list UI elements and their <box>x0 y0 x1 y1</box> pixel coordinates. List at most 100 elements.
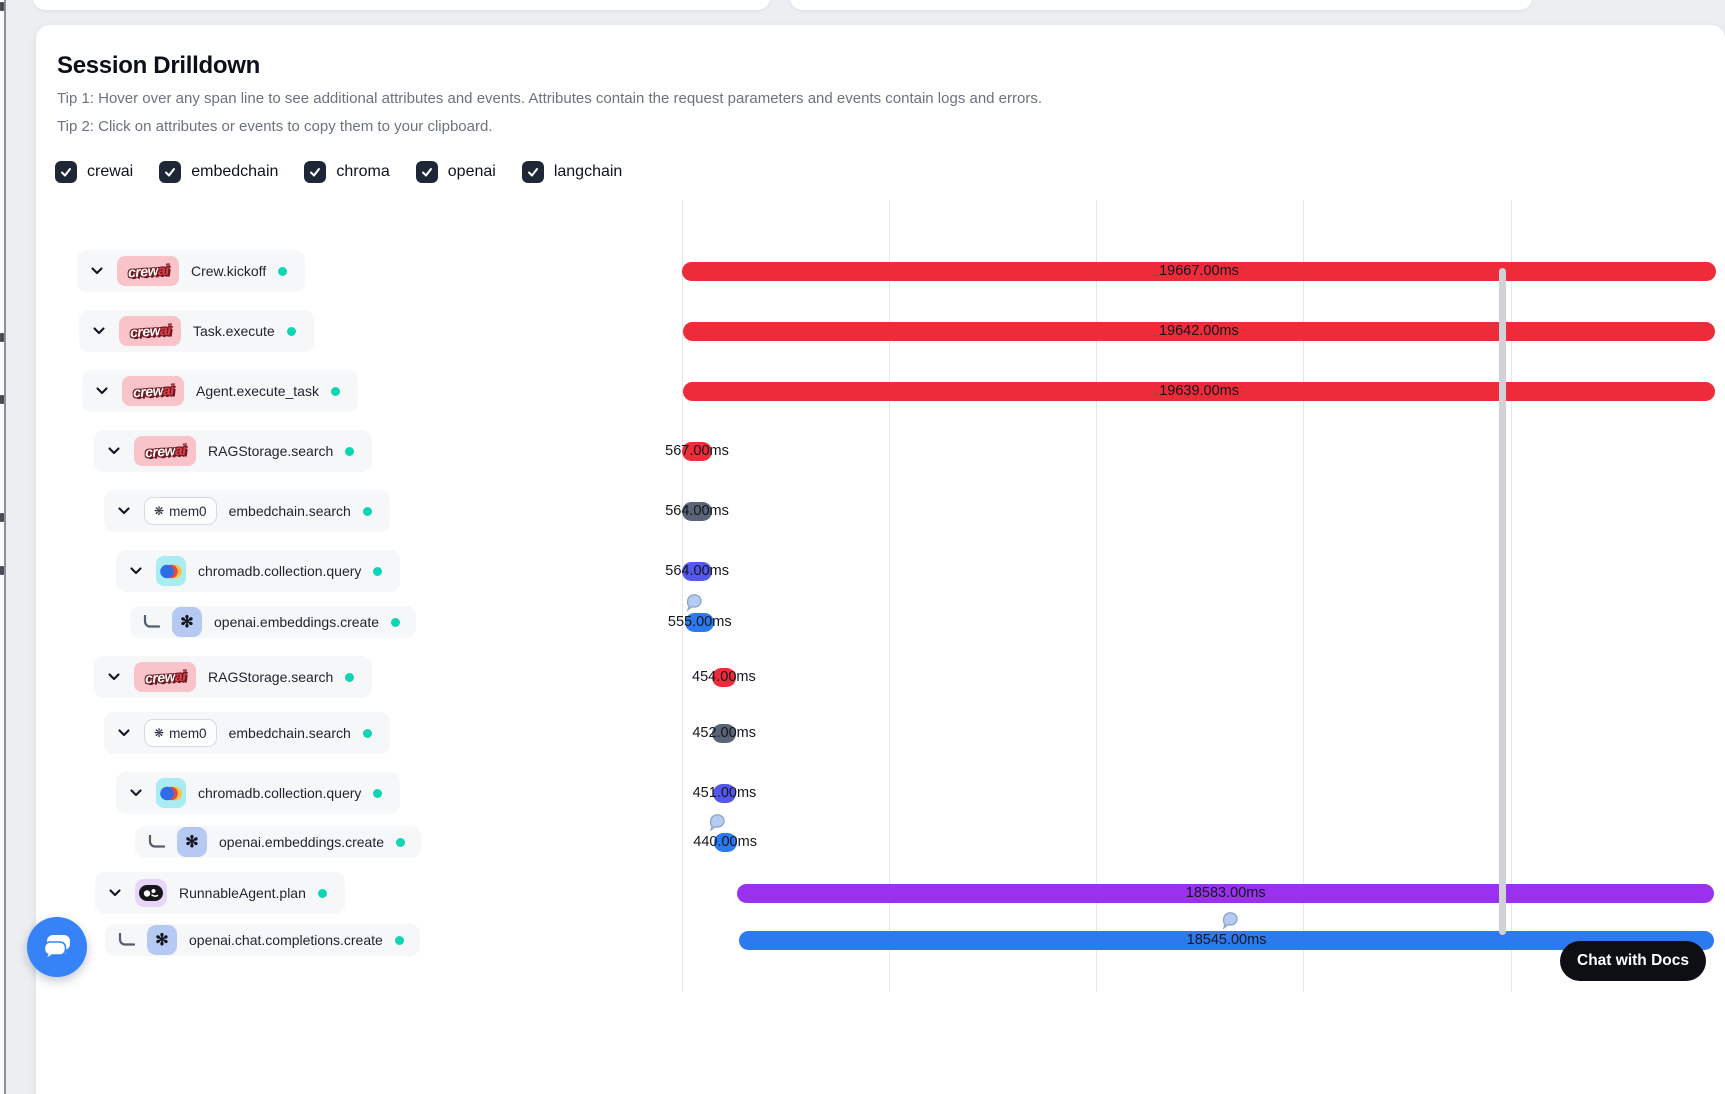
tree-elbow-icon <box>145 834 165 850</box>
span-row-RAGStorage.search[interactable]: crewai RAGStorage.search <box>94 656 373 698</box>
chroma-logo-icon <box>156 556 186 586</box>
crewai-logo-icon: crewai <box>122 376 184 406</box>
span-row-embedchain.search[interactable]: ❋ mem0 embedchain.search <box>104 490 390 532</box>
mem0-logo-icon: ❋ mem0 <box>144 719 217 747</box>
span-name-label: RAGStorage.search <box>208 443 334 459</box>
event-bubble-icon[interactable] <box>684 593 704 617</box>
filter-label[interactable]: embedchain <box>191 163 279 180</box>
tip-1-text: Tip 1: Hover over any span line to see a… <box>57 90 1043 107</box>
checkbox-langchain[interactable] <box>521 161 544 183</box>
span-row-Task.execute[interactable]: crewai Task.execute <box>79 310 314 352</box>
trace-waterfall-chart: crewai Crew.kickoff 19667.00ms crewai Task.e… <box>36 25 1725 1094</box>
span-duration-bar[interactable] <box>711 667 736 687</box>
span-duration-bar[interactable] <box>712 783 737 803</box>
top-card-right <box>790 0 1532 10</box>
status-dot <box>396 837 406 847</box>
span-row-openai.chat.completions.create[interactable]: ✻ openai.chat.completions.create <box>105 924 420 956</box>
filter-item-embedchain[interactable]: embedchain <box>159 161 278 183</box>
span-duration-label: 18545.00ms <box>1186 932 1267 948</box>
span-duration-bar[interactable] <box>712 723 737 743</box>
openai-logo-icon: ✻ <box>177 827 207 857</box>
span-row-chromadb.collection.query[interactable]: chromadb.collection.query <box>116 772 401 814</box>
span-name-label: Crew.kickoff <box>191 263 267 279</box>
checkbox-chroma[interactable] <box>304 161 327 183</box>
span-row-openai.embeddings.create[interactable]: ✻ openai.embeddings.create <box>130 606 417 638</box>
langchain-logo-icon <box>135 879 167 907</box>
chevron-down-icon[interactable] <box>107 885 123 901</box>
span-row-embedchain.search[interactable]: ❋ mem0 embedchain.search <box>104 712 390 754</box>
span-duration-bar[interactable] <box>685 612 715 632</box>
checkbox-crewai[interactable] <box>55 161 77 183</box>
chevron-down-icon[interactable] <box>91 323 107 339</box>
status-dot <box>394 935 404 945</box>
span-duration-label: 555.00ms <box>667 614 732 630</box>
chart-gridline <box>682 200 683 992</box>
left-edge-fragment <box>0 333 4 342</box>
span-row-openai.embeddings.create[interactable]: ✻ openai.embeddings.create <box>135 826 422 858</box>
checkbox-openai[interactable] <box>415 161 438 183</box>
status-dot <box>373 566 383 576</box>
span-row-chromadb.collection.query[interactable]: chromadb.collection.query <box>116 550 401 592</box>
span-name-label: chromadb.collection.query <box>198 563 362 579</box>
crewai-logo-icon: crewai <box>117 256 179 286</box>
span-name-label: Agent.execute_task <box>196 383 319 399</box>
top-card-left <box>33 0 770 10</box>
span-duration-bar[interactable] <box>739 930 1715 950</box>
chevron-down-icon[interactable] <box>94 383 110 399</box>
filter-label[interactable]: chroma <box>336 163 390 180</box>
span-duration-bar[interactable] <box>682 321 1716 341</box>
chevron-down-icon[interactable] <box>106 669 122 685</box>
span-row-Agent.execute_task[interactable]: crewai Agent.execute_task <box>82 370 358 412</box>
checkmark-icon <box>421 168 432 177</box>
span-name-label: RunnableAgent.plan <box>179 885 306 901</box>
span-name-label: Task.execute <box>193 323 275 339</box>
span-duration-bar[interactable] <box>682 561 712 581</box>
span-name-label: openai.embeddings.create <box>219 834 385 850</box>
chart-gridline <box>1096 200 1097 992</box>
span-row-RunnableAgent.plan[interactable]: RunnableAgent.plan <box>95 872 345 914</box>
crewai-logo-icon: crewai <box>119 316 181 346</box>
filter-item-langchain[interactable]: langchain <box>521 161 623 183</box>
openai-logo-icon: ✻ <box>147 925 177 955</box>
span-duration-bar[interactable] <box>682 501 712 521</box>
span-duration-label: 19639.00ms <box>1159 383 1239 399</box>
span-duration-label: 451.00ms <box>692 785 757 801</box>
status-dot <box>317 888 327 898</box>
span-name-label: embedchain.search <box>228 725 351 741</box>
checkmark-icon <box>527 168 538 177</box>
filter-label[interactable]: langchain <box>553 163 623 180</box>
filter-item-openai[interactable]: openai <box>415 161 496 183</box>
chevron-down-icon[interactable] <box>106 443 122 459</box>
span-duration-bar[interactable] <box>737 883 1715 903</box>
span-duration-label: 567.00ms <box>665 443 729 459</box>
span-duration-bar[interactable] <box>682 381 1716 401</box>
event-bubble-icon[interactable] <box>1220 911 1240 935</box>
left-edge-fragment <box>0 395 4 404</box>
chat-widget-launcher[interactable] <box>27 917 87 977</box>
checkbox-embedchain[interactable] <box>159 161 182 183</box>
span-row-RAGStorage.search[interactable]: crewai RAGStorage.search <box>94 430 373 472</box>
chevron-down-icon[interactable] <box>116 725 132 741</box>
event-bubble-icon[interactable] <box>707 813 727 837</box>
span-duration-bar[interactable] <box>713 832 737 852</box>
chart-vertical-scrollbar[interactable] <box>1499 268 1506 935</box>
chevron-down-icon[interactable] <box>128 785 144 801</box>
openai-logo-icon: ✻ <box>172 607 202 637</box>
span-duration-label: 19667.00ms <box>1159 263 1239 279</box>
span-duration-bar[interactable] <box>682 441 712 461</box>
filter-item-chroma[interactable]: chroma <box>304 161 390 183</box>
chart-gridline <box>1303 200 1304 992</box>
span-name-label: RAGStorage.search <box>208 669 334 685</box>
chevron-down-icon[interactable] <box>128 563 144 579</box>
chat-with-docs-button[interactable]: Chat with Docs <box>1560 941 1706 981</box>
chevron-down-icon[interactable] <box>116 503 132 519</box>
filter-item-crewai[interactable]: crewai <box>55 161 133 183</box>
span-duration-label: 452.00ms <box>692 725 756 741</box>
chevron-down-icon[interactable] <box>89 263 105 279</box>
span-row-Crew.kickoff[interactable]: crewai Crew.kickoff <box>77 250 306 292</box>
filter-label[interactable]: crewai <box>87 163 134 180</box>
span-duration-label: 18583.00ms <box>1185 885 1266 901</box>
filter-label[interactable]: openai <box>447 163 496 180</box>
span-duration-bar[interactable] <box>682 261 1716 281</box>
vendor-filter-bar: crewai embedchain chroma openai langchain <box>55 161 622 183</box>
